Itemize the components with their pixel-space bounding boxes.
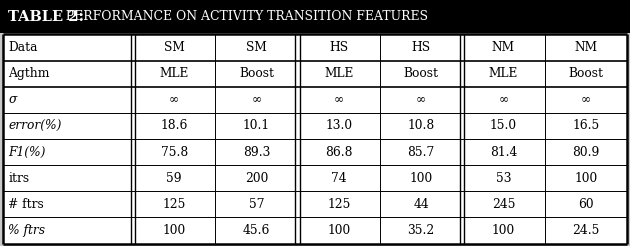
Text: 60: 60 [578, 198, 593, 211]
Text: HS: HS [329, 41, 348, 54]
Text: ∞: ∞ [334, 93, 344, 106]
Text: 100: 100 [574, 172, 597, 185]
Text: NM: NM [574, 41, 597, 54]
Text: 100: 100 [327, 224, 350, 237]
Text: 80.9: 80.9 [572, 146, 599, 159]
Text: 74: 74 [331, 172, 346, 185]
Text: σ: σ [8, 93, 16, 106]
Text: 100: 100 [410, 172, 433, 185]
Text: ∞: ∞ [581, 93, 591, 106]
Text: ∞: ∞ [416, 93, 427, 106]
Text: 53: 53 [496, 172, 511, 185]
Text: MLE: MLE [489, 67, 518, 80]
Text: 13.0: 13.0 [325, 119, 352, 132]
Text: Agthm: Agthm [8, 67, 50, 80]
Text: 100: 100 [492, 224, 515, 237]
Text: 10.8: 10.8 [408, 119, 435, 132]
Text: SM: SM [246, 41, 267, 54]
Text: itrs: itrs [8, 172, 30, 185]
Text: 86.8: 86.8 [325, 146, 353, 159]
Text: ∞: ∞ [498, 93, 508, 106]
Text: 15.0: 15.0 [490, 119, 517, 132]
Text: 125: 125 [327, 198, 350, 211]
Text: HS: HS [411, 41, 431, 54]
Text: SM: SM [164, 41, 185, 54]
Text: 89.3: 89.3 [243, 146, 270, 159]
Text: 200: 200 [245, 172, 268, 185]
Text: 10.1: 10.1 [243, 119, 270, 132]
Text: Data: Data [8, 41, 38, 54]
Text: # ftrs: # ftrs [8, 198, 44, 211]
Text: Boost: Boost [404, 67, 438, 80]
Text: 16.5: 16.5 [572, 119, 599, 132]
Text: Boost: Boost [568, 67, 603, 80]
Text: 75.8: 75.8 [161, 146, 188, 159]
Text: 59: 59 [166, 172, 182, 185]
Text: ∞: ∞ [169, 93, 180, 106]
Text: MLE: MLE [159, 67, 189, 80]
Text: 44: 44 [413, 198, 429, 211]
Text: PERFORMANCE ON ACTIVITY TRANSITION FEATURES: PERFORMANCE ON ACTIVITY TRANSITION FEATU… [58, 10, 428, 23]
Bar [0, 0, 630, 33]
Text: 85.7: 85.7 [408, 146, 435, 159]
Text: 245: 245 [491, 198, 515, 211]
Text: 35.2: 35.2 [408, 224, 435, 237]
Text: 18.6: 18.6 [161, 119, 188, 132]
Text: 57: 57 [249, 198, 264, 211]
Text: error(%): error(%) [8, 119, 62, 132]
Text: 81.4: 81.4 [490, 146, 517, 159]
Text: MLE: MLE [324, 67, 353, 80]
Text: ∞: ∞ [251, 93, 261, 106]
Text: 45.6: 45.6 [243, 224, 270, 237]
Text: 125: 125 [163, 198, 186, 211]
Text: NM: NM [492, 41, 515, 54]
Text: Boost: Boost [239, 67, 274, 80]
Text: 100: 100 [163, 224, 186, 237]
Text: F1(%): F1(%) [8, 146, 45, 159]
Text: 24.5: 24.5 [572, 224, 599, 237]
Bar [3, 34, 627, 244]
Text: TABLE 2:: TABLE 2: [8, 10, 84, 24]
Text: % ftrs: % ftrs [8, 224, 45, 237]
